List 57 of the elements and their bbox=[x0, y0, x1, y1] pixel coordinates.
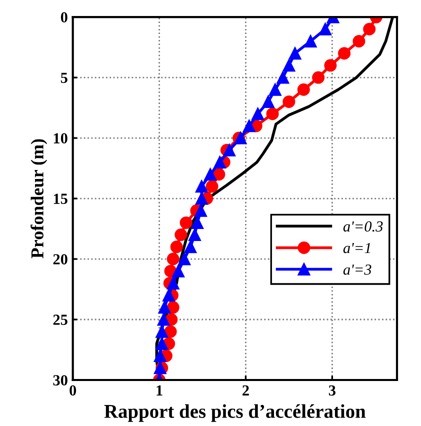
point bbox=[157, 313, 170, 326]
point bbox=[223, 144, 236, 156]
point bbox=[204, 168, 217, 181]
x-tick-label: 0 bbox=[70, 385, 76, 396]
point bbox=[338, 47, 351, 60]
point bbox=[363, 22, 376, 36]
point bbox=[184, 240, 197, 254]
point bbox=[282, 95, 296, 108]
point bbox=[180, 216, 192, 229]
point bbox=[252, 108, 264, 120]
point bbox=[191, 216, 204, 229]
point bbox=[242, 120, 256, 132]
point bbox=[164, 325, 177, 338]
point bbox=[352, 34, 366, 48]
point bbox=[282, 59, 296, 72]
point bbox=[304, 34, 317, 48]
y-tick-label: 25 bbox=[53, 314, 68, 325]
point bbox=[188, 228, 201, 242]
y-axis-title: Profondeur (m) bbox=[30, 139, 48, 258]
y-tick-label: 15 bbox=[54, 194, 68, 204]
y-tick-label: 0 bbox=[60, 12, 68, 22]
point bbox=[154, 350, 166, 362]
point bbox=[166, 276, 180, 290]
point bbox=[162, 289, 176, 302]
point bbox=[297, 83, 310, 96]
point bbox=[174, 228, 188, 242]
y-tick-label: 10 bbox=[54, 133, 68, 144]
x-axis-title: Rapport des pics d’accélération bbox=[104, 404, 366, 422]
point bbox=[319, 22, 332, 36]
point bbox=[262, 95, 274, 108]
point bbox=[324, 59, 337, 72]
point bbox=[214, 156, 226, 168]
legend-label: a'=3 bbox=[343, 264, 372, 275]
y-tick-label: 5 bbox=[60, 72, 68, 83]
legend-label: a'=1 bbox=[343, 242, 370, 254]
point bbox=[166, 301, 180, 314]
point bbox=[158, 301, 171, 314]
point bbox=[206, 180, 218, 193]
point bbox=[268, 83, 282, 96]
point bbox=[172, 264, 185, 278]
x-tick-label: 1 bbox=[156, 385, 162, 396]
y-tick-label: 30 bbox=[53, 375, 68, 386]
point bbox=[195, 192, 208, 205]
legend-label: a'=0.3 bbox=[343, 221, 383, 232]
x-tick-label: 3 bbox=[328, 385, 336, 396]
point bbox=[276, 71, 290, 84]
point bbox=[178, 252, 191, 266]
x-tick-label: 2 bbox=[242, 385, 249, 396]
y-tick-label: 20 bbox=[53, 254, 68, 264]
point bbox=[195, 180, 208, 193]
point bbox=[170, 240, 183, 254]
point bbox=[266, 108, 279, 120]
point bbox=[288, 47, 302, 60]
point bbox=[156, 325, 168, 338]
point bbox=[166, 252, 180, 266]
point bbox=[312, 71, 325, 84]
point bbox=[194, 204, 208, 217]
